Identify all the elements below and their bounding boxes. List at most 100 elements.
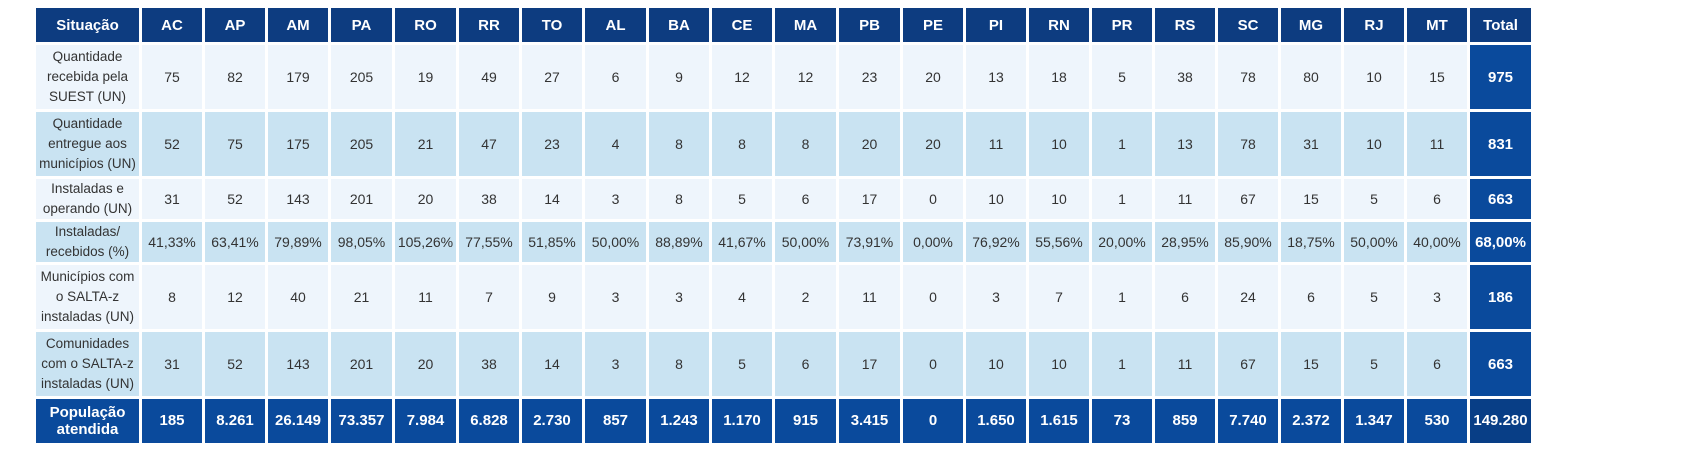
header-state-pr: PR bbox=[1092, 8, 1152, 42]
table-cell: 5 bbox=[1092, 45, 1152, 109]
table-cell: 175 bbox=[268, 112, 328, 176]
header-row: Situação AC AP AM PA RO RR TO AL BA CE M… bbox=[36, 8, 1531, 42]
table-cell: 15 bbox=[1407, 45, 1467, 109]
table-cell: 11 bbox=[1407, 112, 1467, 176]
header-state-pb: PB bbox=[839, 8, 900, 42]
header-state-rs: RS bbox=[1155, 8, 1215, 42]
header-state-pa: PA bbox=[331, 8, 392, 42]
table-cell: 2 bbox=[775, 265, 836, 329]
table-cell: 6 bbox=[1155, 265, 1215, 329]
table-cell: 76,92% bbox=[966, 222, 1026, 262]
table-cell: 21 bbox=[331, 265, 392, 329]
table-cell: 6 bbox=[1407, 332, 1467, 396]
table-cell: 4 bbox=[712, 265, 772, 329]
table-cell: 10 bbox=[1029, 332, 1089, 396]
table-cell: 201 bbox=[331, 332, 392, 396]
header-situation: Situação bbox=[36, 8, 139, 42]
table-cell: 26.149 bbox=[268, 399, 328, 443]
header-state-mt: MT bbox=[1407, 8, 1467, 42]
table-cell: 10 bbox=[1029, 179, 1089, 219]
header-state-ro: RO bbox=[395, 8, 456, 42]
table-cell: 8 bbox=[142, 265, 202, 329]
salta-z-table: Situação AC AP AM PA RO RR TO AL BA CE M… bbox=[33, 5, 1534, 446]
header-state-rj: RJ bbox=[1344, 8, 1404, 42]
table-cell: 11 bbox=[966, 112, 1026, 176]
table-cell: 11 bbox=[1155, 332, 1215, 396]
table-cell: 41,33% bbox=[142, 222, 202, 262]
table-cell: 24 bbox=[1218, 265, 1278, 329]
table-cell: 10 bbox=[1344, 45, 1404, 109]
table-cell: 143 bbox=[268, 179, 328, 219]
table-cell: 13 bbox=[1155, 112, 1215, 176]
table-cell: 40,00% bbox=[1407, 222, 1467, 262]
header-state-pe: PE bbox=[903, 8, 963, 42]
table-cell: 55,56% bbox=[1029, 222, 1089, 262]
table-cell: 18,75% bbox=[1281, 222, 1341, 262]
table-cell: 23 bbox=[839, 45, 900, 109]
table-cell: 80 bbox=[1281, 45, 1341, 109]
table-row: Comunidades com o SALTA-z instaladas (UN… bbox=[36, 332, 1531, 396]
table-cell: 85,90% bbox=[1218, 222, 1278, 262]
table-cell: 0 bbox=[903, 265, 963, 329]
table-cell: 7.984 bbox=[395, 399, 456, 443]
table-cell: 11 bbox=[395, 265, 456, 329]
table-cell: 12 bbox=[712, 45, 772, 109]
table-cell: 185 bbox=[142, 399, 202, 443]
header-state-ba: BA bbox=[649, 8, 709, 42]
table-cell: 205 bbox=[331, 112, 392, 176]
table-cell: 49 bbox=[459, 45, 519, 109]
table-cell: 73,91% bbox=[839, 222, 900, 262]
table-cell: 50,00% bbox=[585, 222, 646, 262]
total-cell: 186 bbox=[1470, 265, 1531, 329]
table-cell: 14 bbox=[522, 179, 582, 219]
table-cell: 10 bbox=[1029, 112, 1089, 176]
table-cell: 5 bbox=[1344, 179, 1404, 219]
table-cell: 67 bbox=[1218, 332, 1278, 396]
total-cell: 663 bbox=[1470, 179, 1531, 219]
table-cell: 143 bbox=[268, 332, 328, 396]
table-cell: 5 bbox=[712, 179, 772, 219]
table-cell: 38 bbox=[459, 179, 519, 219]
table-cell: 859 bbox=[1155, 399, 1215, 443]
table-cell: 40 bbox=[268, 265, 328, 329]
table-cell: 63,41% bbox=[205, 222, 265, 262]
total-cell: 831 bbox=[1470, 112, 1531, 176]
row-label: Instaladas e operando (UN) bbox=[36, 179, 139, 219]
table-cell: 20 bbox=[395, 179, 456, 219]
table-cell: 7 bbox=[1029, 265, 1089, 329]
table-cell: 12 bbox=[775, 45, 836, 109]
table-cell: 10 bbox=[966, 179, 1026, 219]
table-cell: 31 bbox=[1281, 112, 1341, 176]
table-cell: 31 bbox=[142, 332, 202, 396]
table-cell: 1.243 bbox=[649, 399, 709, 443]
header-state-rn: RN bbox=[1029, 8, 1089, 42]
table-cell: 21 bbox=[395, 112, 456, 176]
table-cell: 8 bbox=[649, 179, 709, 219]
table-cell: 75 bbox=[142, 45, 202, 109]
table-cell: 20 bbox=[903, 112, 963, 176]
row-label: Municípios com o SALTA-z instaladas (UN) bbox=[36, 265, 139, 329]
header-state-pi: PI bbox=[966, 8, 1026, 42]
header-state-al: AL bbox=[585, 8, 646, 42]
table-cell: 6 bbox=[1281, 265, 1341, 329]
table-cell: 6 bbox=[775, 179, 836, 219]
table-cell: 3 bbox=[585, 179, 646, 219]
table-cell: 67 bbox=[1218, 179, 1278, 219]
total-cell: 68,00% bbox=[1470, 222, 1531, 262]
table-cell: 79,89% bbox=[268, 222, 328, 262]
row-label: População atendida bbox=[36, 399, 139, 443]
table-cell: 50,00% bbox=[1344, 222, 1404, 262]
table-cell: 51,85% bbox=[522, 222, 582, 262]
table-cell: 1 bbox=[1092, 112, 1152, 176]
data-table-container: Situação AC AP AM PA RO RR TO AL BA CE M… bbox=[33, 5, 1534, 446]
table-cell: 20,00% bbox=[1092, 222, 1152, 262]
table-cell: 205 bbox=[331, 45, 392, 109]
table-cell: 50,00% bbox=[775, 222, 836, 262]
table-cell: 14 bbox=[522, 332, 582, 396]
table-cell: 27 bbox=[522, 45, 582, 109]
table-row: Municípios com o SALTA-z instaladas (UN)… bbox=[36, 265, 1531, 329]
table-cell: 77,55% bbox=[459, 222, 519, 262]
table-row: Quantidade entregue aos municípios (UN) … bbox=[36, 112, 1531, 176]
table-cell: 530 bbox=[1407, 399, 1467, 443]
header-state-mg: MG bbox=[1281, 8, 1341, 42]
